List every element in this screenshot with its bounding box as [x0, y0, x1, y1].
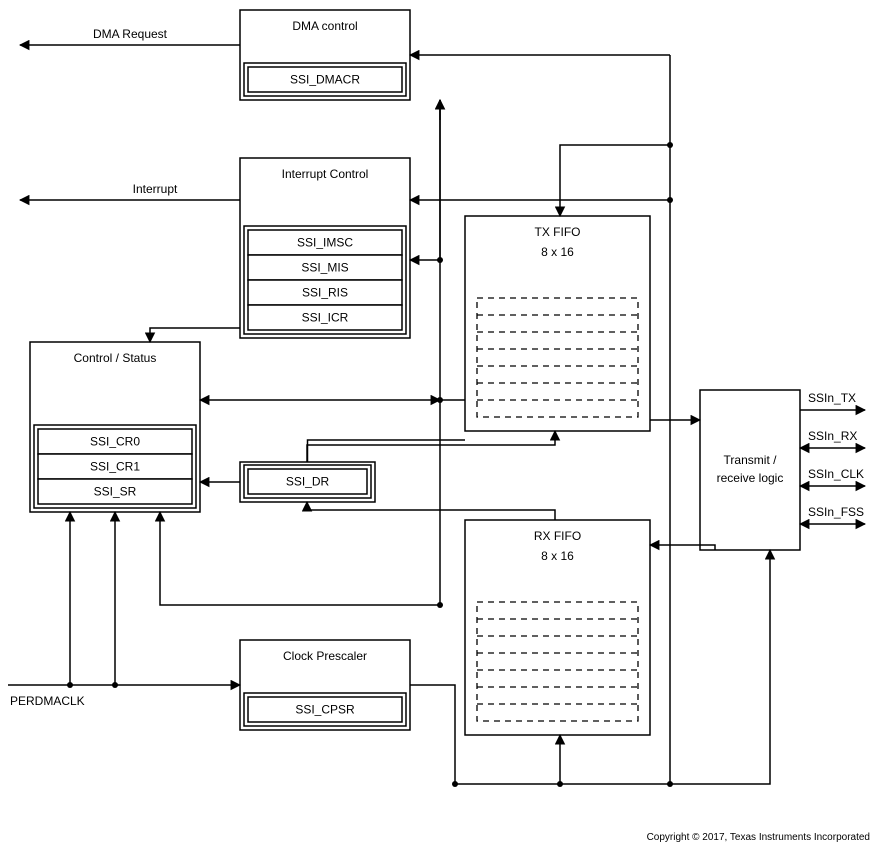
svg-text:8 x 16: 8 x 16 — [541, 549, 574, 563]
clock-prescaler-title: Clock Prescaler — [283, 649, 367, 663]
svg-text:Transmit /: Transmit / — [724, 453, 778, 467]
rx-fifo-title: RX FIFO — [534, 529, 581, 543]
svg-text:Interrupt: Interrupt — [133, 182, 178, 196]
svg-text:Copyright © 2017, Texas Instru: Copyright © 2017, Texas Instruments Inco… — [647, 832, 870, 843]
register-SSI_ICR: SSI_ICR — [302, 311, 349, 325]
register-SSI_CR1: SSI_CR1 — [90, 460, 140, 474]
dma-control-title: DMA control — [292, 19, 357, 33]
register-SSI_DMACR: SSI_DMACR — [290, 73, 360, 87]
trx-logic-block: Transmit / receive logic — [700, 390, 800, 550]
register-SSI_DR: SSI_DR — [286, 475, 330, 489]
clock-prescaler-block: Clock Prescaler SSI_CPSR — [240, 640, 410, 730]
interrupt-control-block: Interrupt Control SSI_IMSC SSI_MIS SSI_RIS S… — [240, 158, 410, 338]
svg-text:8 x 16: 8 x 16 — [541, 245, 574, 259]
tx-fifo-title: TX FIFO — [535, 225, 581, 239]
svg-text:SSIn_CLK: SSIn_CLK — [808, 467, 864, 481]
ssi-dr-block: SSI_DR — [240, 462, 375, 502]
control-status-block: Control / Status SSI_CR0 SSI_CR1 SSI_SR — [30, 342, 200, 512]
rx-fifo-block: RX FIFO 8 x 16 — [465, 520, 650, 735]
register-SSI_RIS: SSI_RIS — [302, 286, 348, 300]
register-SSI_MIS: SSI_MIS — [301, 261, 348, 275]
control-status-title: Control / Status — [74, 351, 157, 365]
register-SSI_IMSC: SSI_IMSC — [297, 236, 353, 250]
dma-control-block: DMA control SSI_DMACR — [240, 10, 410, 100]
register-SSI_CR0: SSI_CR0 — [90, 435, 140, 449]
svg-text:SSIn_TX: SSIn_TX — [808, 391, 856, 405]
svg-text:SSIn_RX: SSIn_RX — [808, 429, 857, 443]
register-SSI_CPSR: SSI_CPSR — [295, 703, 355, 717]
interrupt-control-title: Interrupt Control — [282, 167, 369, 181]
tx-fifo-block: TX FIFO 8 x 16 — [465, 216, 650, 431]
svg-text:DMA Request: DMA Request — [93, 27, 168, 41]
svg-text:SSIn_FSS: SSIn_FSS — [808, 505, 864, 519]
svg-text:receive logic: receive logic — [717, 471, 784, 485]
register-SSI_SR: SSI_SR — [94, 485, 137, 499]
svg-text:PERDMACLK: PERDMACLK — [10, 694, 85, 708]
